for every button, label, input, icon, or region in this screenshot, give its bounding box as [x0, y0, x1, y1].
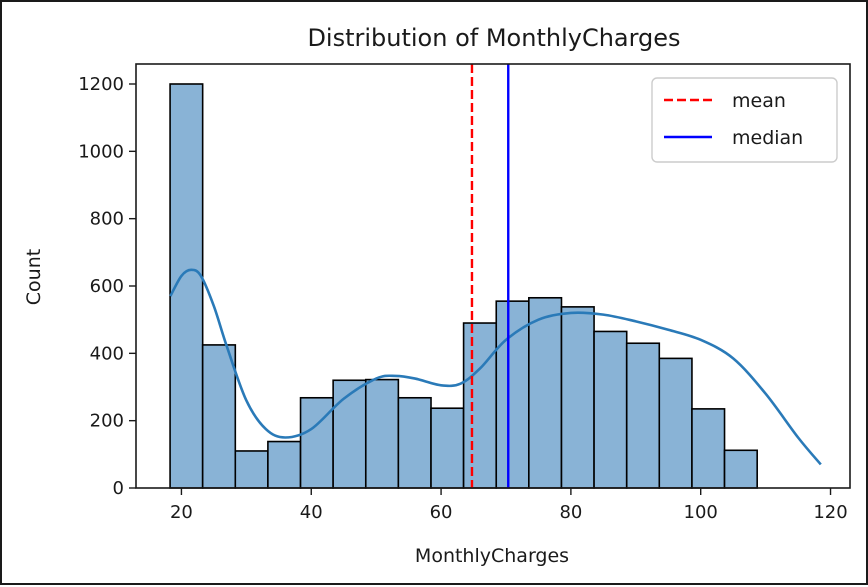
y-axis-title: Count: [23, 249, 45, 305]
histogram-bar: [495, 300, 530, 489]
histogram-bar: [364, 378, 400, 489]
legend: mean median: [651, 77, 838, 163]
x-tick-label: 80: [559, 502, 582, 523]
y-tick-label: 1200: [78, 74, 124, 95]
y-tick-label: 600: [90, 276, 124, 297]
histogram-bar: [201, 344, 237, 489]
y-tick-label: 800: [90, 209, 124, 230]
y-tick-label: 0: [113, 478, 124, 499]
histogram-bar: [462, 322, 498, 489]
histogram-bar: [332, 379, 367, 489]
legend-label-median: median: [732, 127, 803, 149]
y-tick-label: 200: [90, 411, 124, 432]
chart-title: Distribution of MonthlyCharges: [307, 24, 680, 52]
y-tick-label: 1000: [78, 141, 124, 162]
histogram-bar: [397, 396, 432, 489]
histogram-bar: [430, 407, 465, 489]
x-tick-label: 20: [170, 502, 193, 523]
x-tick-label: 120: [813, 502, 847, 523]
legend-label-mean: mean: [732, 90, 786, 112]
kde-curve: [169, 268, 822, 466]
x-tick-label: 100: [684, 502, 718, 523]
histogram-bar: [234, 450, 269, 489]
histogram-bar: [691, 408, 726, 489]
axes-frame: [135, 63, 851, 489]
x-tick-label: 40: [300, 502, 323, 523]
x-axis-title: MonthlyCharges: [415, 545, 569, 567]
histogram-bar: [267, 440, 302, 489]
histogram-bar: [658, 357, 693, 489]
y-tick-label: 400: [90, 343, 124, 364]
kde-layer: [169, 268, 822, 466]
histogram-bar: [299, 396, 334, 489]
bars-group: [169, 83, 758, 489]
histogram-bar: [528, 296, 563, 489]
x-tick-label: 60: [430, 502, 453, 523]
histogram-bar: [625, 342, 661, 489]
histogram-bar: [560, 306, 595, 489]
histogram-bar: [593, 330, 628, 489]
histogram-bar: [723, 449, 758, 489]
reference-lines: [470, 64, 510, 488]
